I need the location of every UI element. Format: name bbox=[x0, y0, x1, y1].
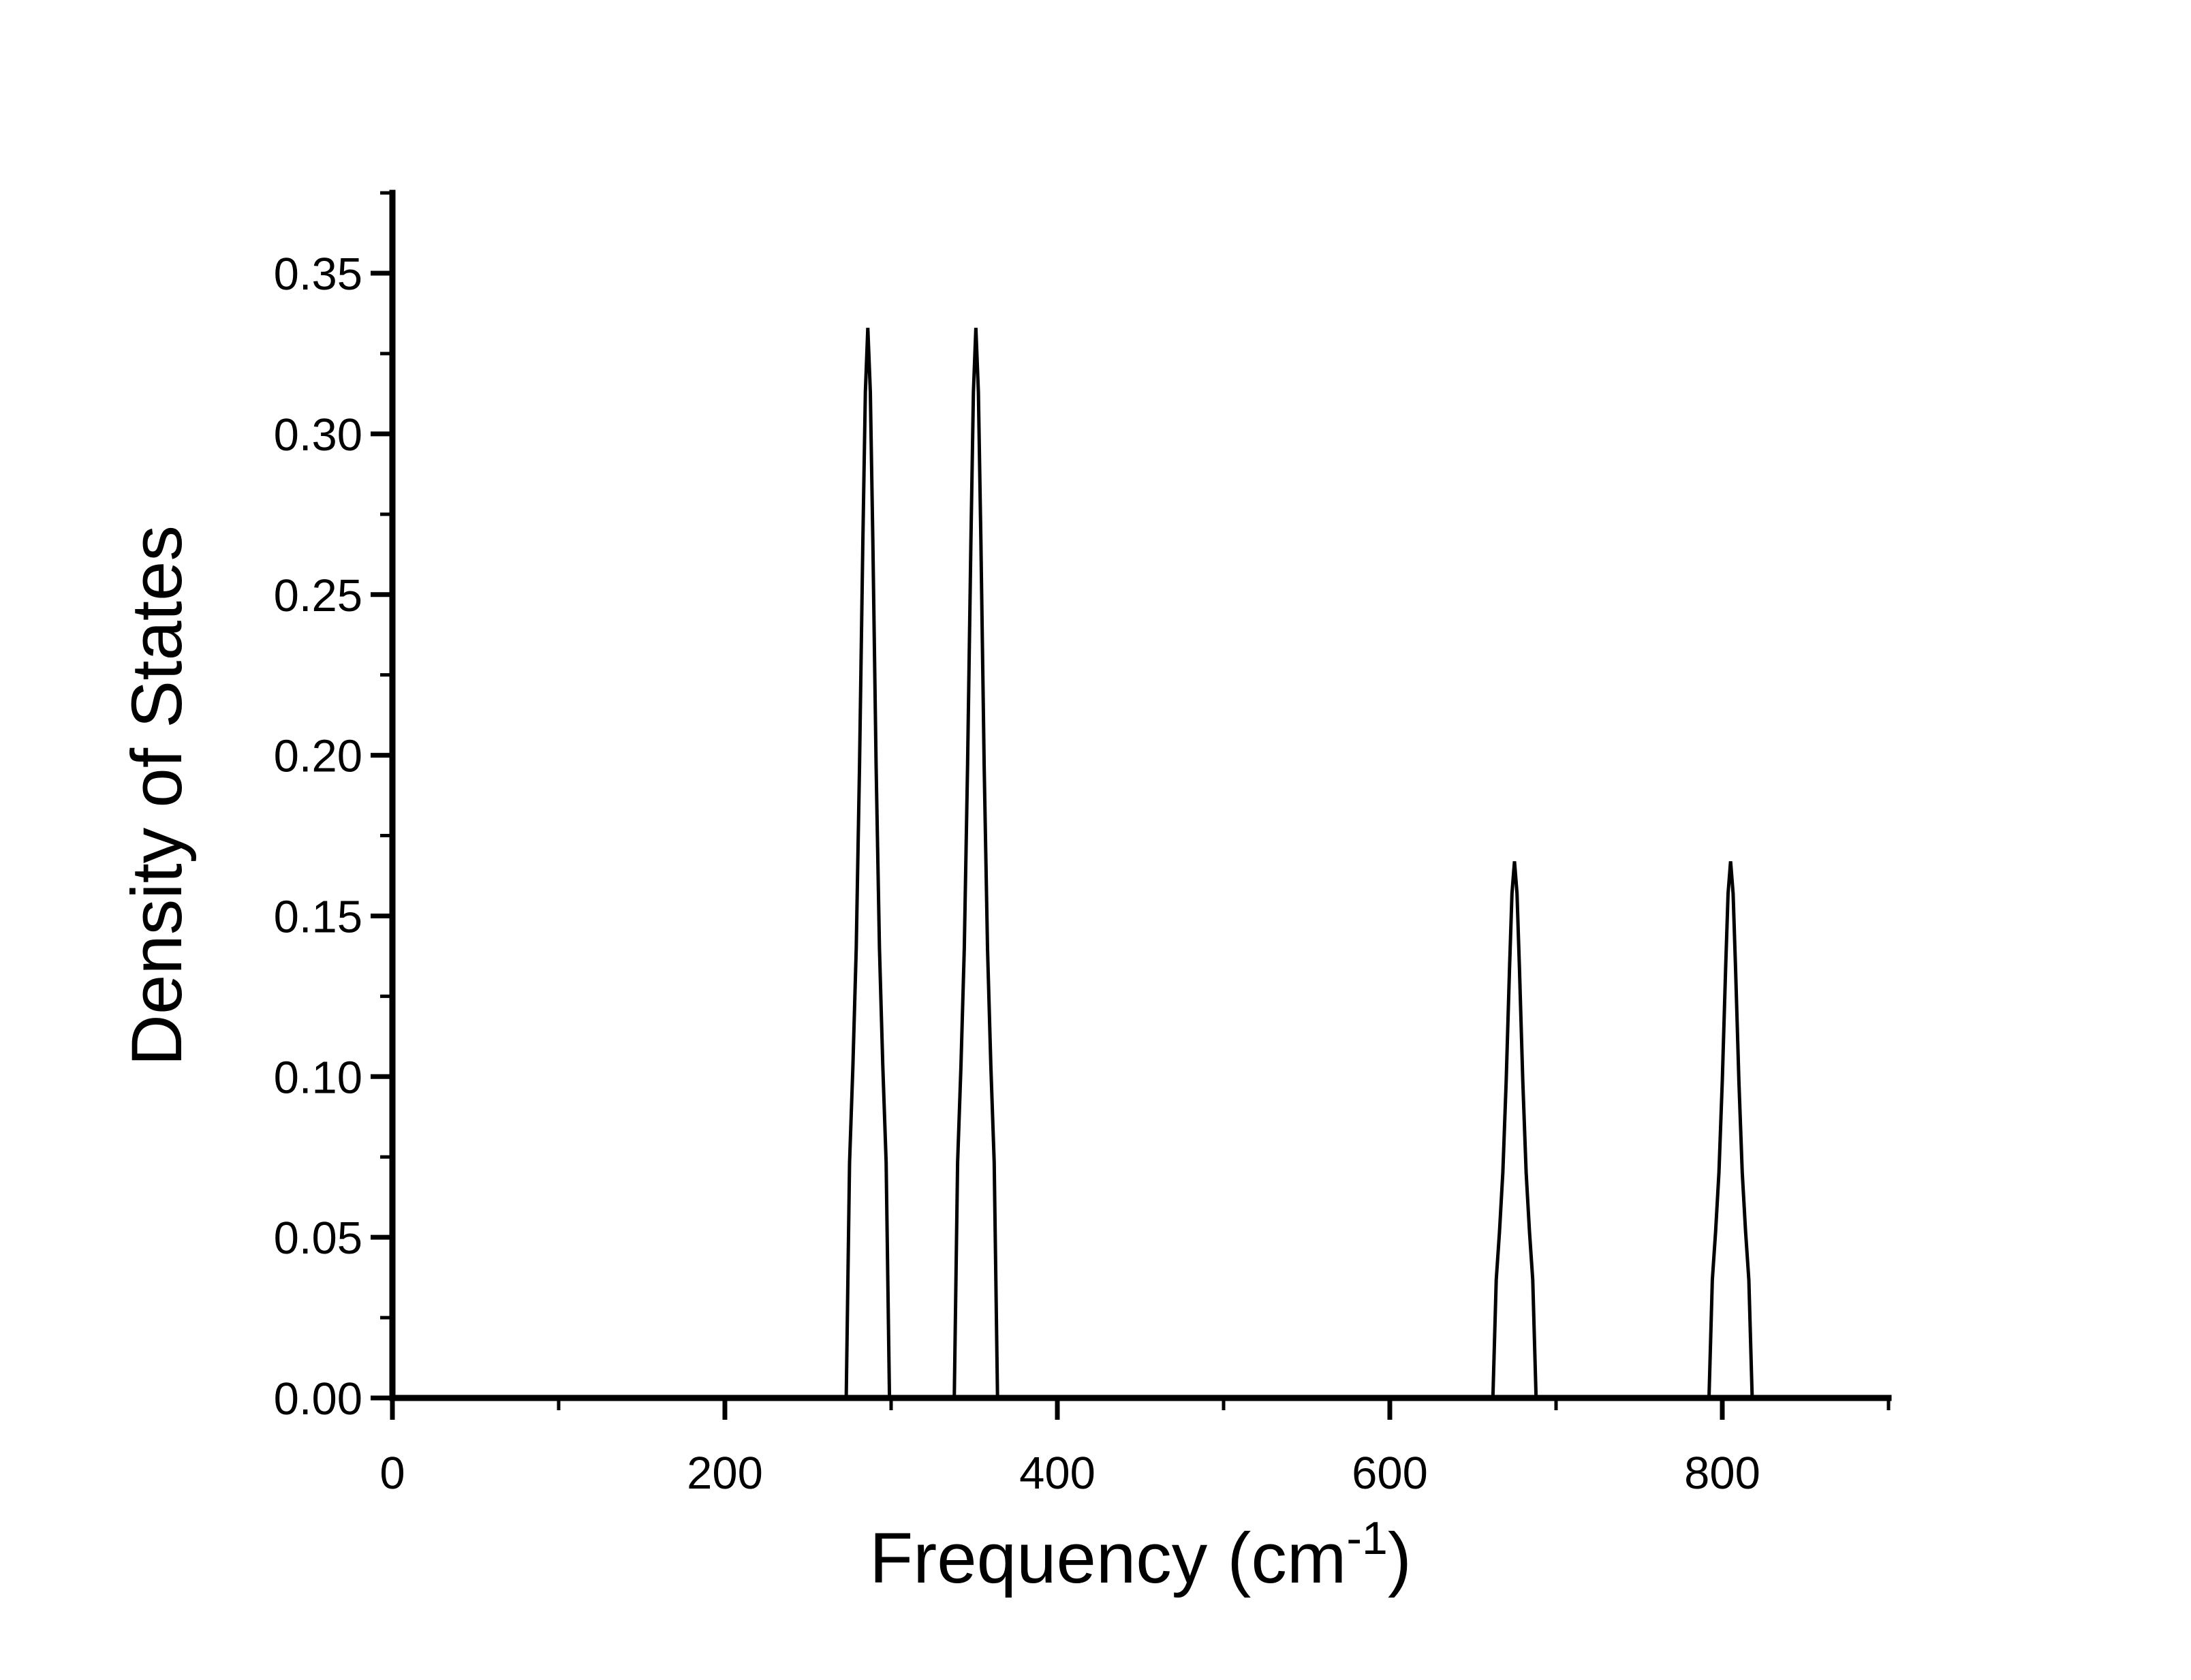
y-tick-label: 0.20 bbox=[274, 731, 362, 782]
y-tick-label: 0.00 bbox=[274, 1373, 362, 1425]
x-tick-label: 400 bbox=[1019, 1448, 1096, 1499]
x-axis-minor-ticks bbox=[557, 1398, 1891, 1410]
y-tick-label: 0.15 bbox=[274, 891, 362, 942]
x-tick-label: 600 bbox=[1352, 1448, 1428, 1499]
x-axis-title-close: ) bbox=[1388, 1519, 1412, 1598]
y-tick-label: 0.35 bbox=[274, 249, 362, 300]
y-tick-label: 0.10 bbox=[274, 1052, 362, 1103]
x-tick-label: 200 bbox=[687, 1448, 763, 1499]
x-axis-major-ticks bbox=[390, 1398, 1725, 1420]
axis-spines bbox=[389, 189, 1892, 1401]
dos-curve bbox=[392, 328, 1889, 1400]
y-axis-tick-labels: 0.00 0.05 0.10 0.15 0.20 0.25 0.30 0.35 bbox=[274, 249, 362, 1425]
y-axis-title: Density of States bbox=[117, 525, 197, 1066]
x-axis-title: Frequency (cm-1) bbox=[869, 1512, 1412, 1598]
x-tick-label: 800 bbox=[1684, 1448, 1760, 1499]
x-tick-label: 0 bbox=[379, 1448, 405, 1499]
y-axis-major-ticks bbox=[371, 270, 392, 1401]
y-tick-label: 0.30 bbox=[274, 409, 362, 461]
y-tick-label: 0.25 bbox=[274, 570, 362, 621]
y-tick-label: 0.05 bbox=[274, 1213, 362, 1264]
x-axis-tick-labels: 0 200 400 600 800 bbox=[379, 1448, 1760, 1499]
y-axis-minor-ticks bbox=[380, 191, 392, 1320]
x-axis-title-superscript: -1 bbox=[1346, 1512, 1387, 1564]
x-axis-title-main: Frequency (cm bbox=[869, 1519, 1346, 1598]
